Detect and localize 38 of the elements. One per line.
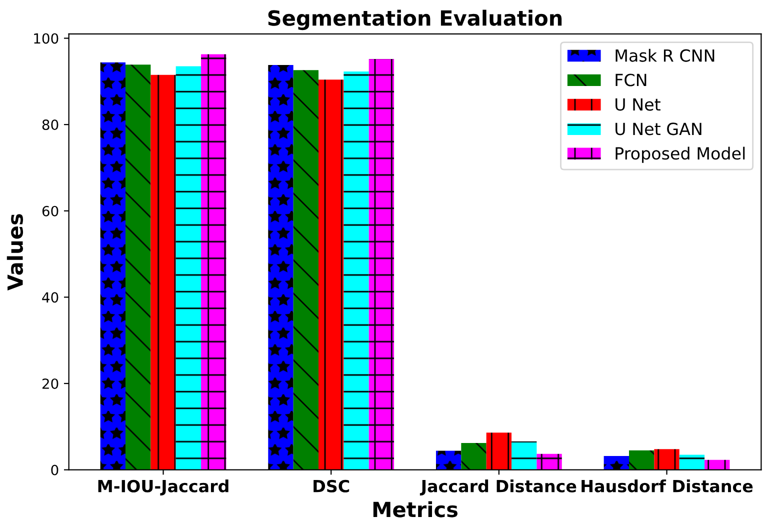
legend-label: Proposed Model [616,146,745,163]
bar [461,443,486,470]
legend-label: Mask R CNN [616,48,714,62]
x-tick-label: Jaccard Distance [420,480,576,496]
bar [704,460,730,470]
bar [150,74,176,470]
bar [368,58,394,470]
legend-label: U Net GAN [616,122,702,136]
bar [512,441,537,470]
bar [176,66,202,470]
bar [268,65,294,470]
bar [436,450,462,470]
y-tick-label: 80 [42,120,58,130]
y-tick-label: 20 [42,378,58,389]
y-tick-label: 60 [42,206,58,216]
y-tick-label: 40 [42,292,58,303]
bar [604,456,630,470]
x-tick-label: DSC [314,480,350,492]
x-tick-label: M-IOU-Jaccard [98,480,228,496]
y-axis-title: Values [6,214,24,291]
bar [486,432,512,470]
bar [654,449,680,470]
bar [201,54,226,470]
bar [125,64,151,470]
legend-label: FCN [616,74,646,86]
y-tick-label: 0 [51,464,58,476]
bar [629,450,654,470]
x-axis-title: Metrics [373,501,458,518]
legend-label: U Net [616,98,660,111]
chart-title: Segmentation Evaluation [268,10,562,30]
bar [344,71,369,470]
bar [536,454,562,470]
bar [679,454,705,470]
bar [100,62,126,470]
y-tick-label: 100 [34,33,58,44]
x-tick-label: Hausdorf Distance [582,480,753,492]
bar [293,70,319,470]
bar [318,80,344,470]
